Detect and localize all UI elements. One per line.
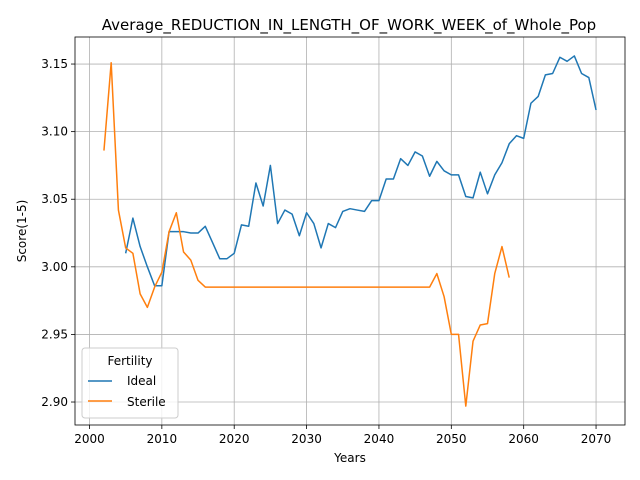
y-tick-label: 3.05 [41,192,68,206]
legend-title: Fertility [107,354,152,368]
y-tick-label: 3.10 [41,125,68,139]
y-tick-label: 2.90 [41,395,68,409]
legend: Fertility Ideal Sterile [81,347,179,419]
y-tick-label: 3.15 [41,57,68,71]
plot-frame [74,36,626,426]
y-tick-label: 2.95 [41,327,68,341]
y-axis-label: Score(1-5) [15,200,29,263]
x-tick-label: 2060 [508,432,539,446]
y-tick: 3.05 [41,192,75,206]
y-tick: 2.95 [41,327,75,341]
series-line-ideal [124,55,597,287]
legend-label-ideal: Ideal [127,374,156,388]
series-layer [103,55,597,407]
x-tick: 2010 [147,425,178,446]
y-tick: 2.90 [41,395,75,409]
x-tick-label: 2020 [219,432,250,446]
x-tick-label: 2030 [291,432,322,446]
x-tick-label: 2040 [364,432,395,446]
grid-lines [75,37,625,425]
y-tick: 3.10 [41,125,75,139]
y-tick: 3.00 [41,260,75,274]
x-axis: 2000 2010 2020 2030 2040 2050 2060 2070 [74,425,611,446]
series-line-sterile [103,61,510,407]
x-axis-label: Years [333,451,366,465]
x-tick: 2050 [436,425,467,446]
y-tick: 3.15 [41,57,75,71]
x-tick-label: 2000 [74,432,105,446]
x-tick: 2000 [74,425,105,446]
x-tick: 2020 [219,425,250,446]
y-axis: 2.90 2.95 3.00 3.05 3.10 3.15 [41,57,75,409]
x-tick-label: 2050 [436,432,467,446]
x-tick-label: 2070 [581,432,612,446]
x-tick: 2040 [364,425,395,446]
x-tick-label: 2010 [147,432,178,446]
y-tick-label: 3.00 [41,260,68,274]
x-tick: 2060 [508,425,539,446]
legend-label-sterile: Sterile [127,395,166,409]
x-tick: 2030 [291,425,322,446]
chart-title: Average_REDUCTION_IN_LENGTH_OF_WORK_WEEK… [102,16,596,35]
x-tick: 2070 [581,425,612,446]
